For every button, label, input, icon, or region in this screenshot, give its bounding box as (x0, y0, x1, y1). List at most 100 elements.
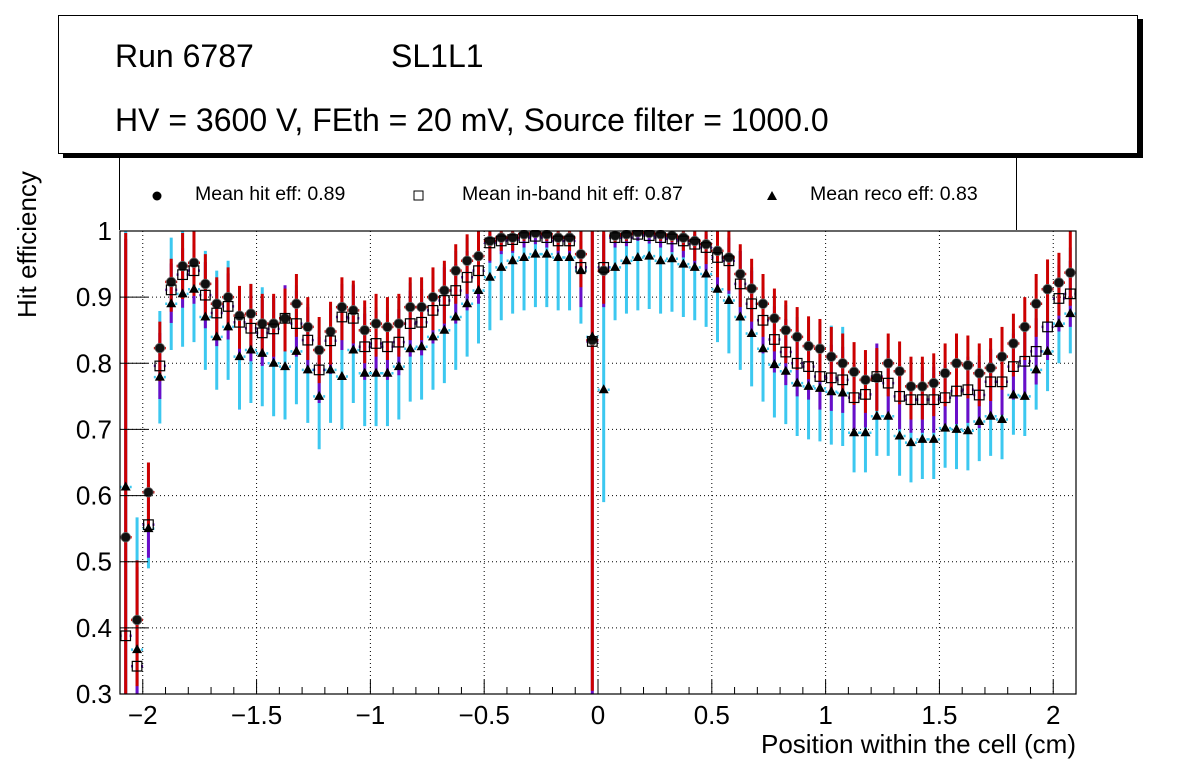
hit-eff-point (951, 358, 962, 369)
inband-eff-point (234, 316, 245, 328)
inband-eff-point (655, 232, 666, 244)
inband-eff-point (495, 235, 507, 247)
inband-eff-point (928, 394, 940, 406)
reco-eff-point (314, 390, 325, 400)
reco-eff-point (371, 367, 382, 377)
inband-eff-point (666, 233, 678, 245)
reco-eff-point (291, 345, 302, 355)
inband-eff-point (291, 318, 302, 329)
reco-eff-point (359, 367, 370, 377)
hit-eff-point (575, 248, 587, 260)
x-tick-label: 1 (818, 700, 832, 730)
inband-eff-point (848, 392, 860, 404)
reco-eff-point (689, 261, 700, 271)
reco-eff-point (997, 414, 1008, 424)
reco-eff-point (962, 425, 973, 435)
hit-eff-point (234, 310, 245, 321)
hit-eff-point (291, 298, 302, 309)
hit-eff-point (257, 318, 268, 329)
reco-eff-point (610, 261, 621, 271)
hit-eff-point (735, 268, 746, 280)
reco-eff-point (530, 248, 541, 258)
x-tick-label: −1 (356, 700, 386, 730)
inband-eff-point (1042, 321, 1053, 333)
y-tick-label: 0.6 (76, 481, 112, 511)
reco-eff-point (769, 359, 780, 369)
reco-eff-point (655, 255, 666, 265)
reco-eff-point (712, 283, 723, 293)
hit-eff-point (1008, 338, 1019, 349)
inband-eff-point (131, 660, 143, 672)
hit-eff-point (302, 321, 313, 333)
reco-eff-point (666, 253, 677, 263)
reco-eff-point (120, 481, 131, 491)
inband-eff-point (336, 311, 348, 323)
legend-reco-eff: Mean reco eff: 0.83 (810, 183, 978, 205)
inband-eff-point (712, 252, 723, 263)
hit-eff-point (211, 298, 222, 309)
axis-tick-labels: −2 −1.5 −1 −0.5 0 0.5 1 1.5 2 0.3 0.4 0.5 0.6 0.7 0.8 0… (76, 216, 1061, 730)
reco-eff-point (871, 410, 882, 420)
hit-eff-point (564, 232, 575, 243)
inband-eff-point (689, 238, 701, 250)
inband-eff-point (1053, 293, 1065, 304)
hit-eff-point (405, 301, 416, 313)
reco-eff-point (644, 250, 655, 260)
inband-eff-point (882, 377, 894, 389)
x-tick-label: 0.5 (694, 700, 730, 730)
reco-eff-point (1042, 345, 1053, 355)
reco-eff-point (928, 433, 939, 443)
inband-eff-point (325, 335, 336, 347)
hit-eff-point (746, 283, 757, 294)
inband-eff-point (996, 376, 1008, 388)
reco-eff-point (507, 255, 518, 265)
reco-eff-point (951, 423, 962, 433)
inband-eff-point (814, 371, 826, 382)
hit-eff-point (666, 230, 678, 241)
reco-eff-point (166, 298, 177, 308)
reco-eff-point (940, 422, 951, 432)
inband-eff-point (734, 278, 746, 290)
hit-eff-point (826, 351, 837, 362)
inband-eff-point (746, 298, 758, 310)
axis-ticks (119, 230, 1077, 695)
inband-eff-point (473, 265, 484, 277)
hit-eff-point (928, 377, 939, 389)
inband-eff-point (860, 388, 871, 400)
hit-eff-point (598, 265, 609, 276)
hit-eff-point (689, 235, 700, 247)
reco-eff-point (348, 344, 359, 354)
y-tick-label: 1 (98, 216, 112, 246)
reco-eff-point (974, 415, 985, 425)
inband-eff-point (1064, 288, 1076, 300)
hit-eff-point (791, 331, 803, 343)
title-box: Run 6787 SL1L1 HV = 3600 V, FEth = 20 mV… (58, 15, 1138, 154)
reco-eff-point (758, 343, 769, 353)
inband-eff-point (1030, 345, 1042, 357)
reco-eff-point (723, 294, 734, 304)
y-tick-label: 0.9 (76, 282, 112, 312)
reco-eff-point (792, 377, 803, 387)
hit-eff-point (985, 362, 996, 374)
inband-eff-point (894, 390, 905, 402)
inband-eff-point (165, 284, 177, 296)
reco-eff-point (188, 283, 199, 293)
inband-eff-point (985, 376, 997, 388)
hit-eff-point (313, 344, 325, 356)
reco-eff-point (405, 343, 416, 353)
data-markers (120, 227, 1076, 672)
hit-eff-point (905, 381, 917, 392)
reco-eff-point (905, 437, 916, 447)
hit-eff-point (552, 232, 564, 243)
reco-eff-point (678, 258, 689, 268)
x-tick-label: −0.5 (459, 700, 510, 730)
hit-eff-point (473, 250, 484, 262)
hit-eff-point (177, 260, 188, 272)
inband-eff-point (359, 341, 371, 353)
hit-eff-point (120, 532, 131, 543)
inband-eff-point (120, 630, 132, 642)
inband-eff-point (450, 285, 462, 296)
inband-eff-point (427, 304, 439, 316)
inband-eff-point (279, 312, 291, 324)
